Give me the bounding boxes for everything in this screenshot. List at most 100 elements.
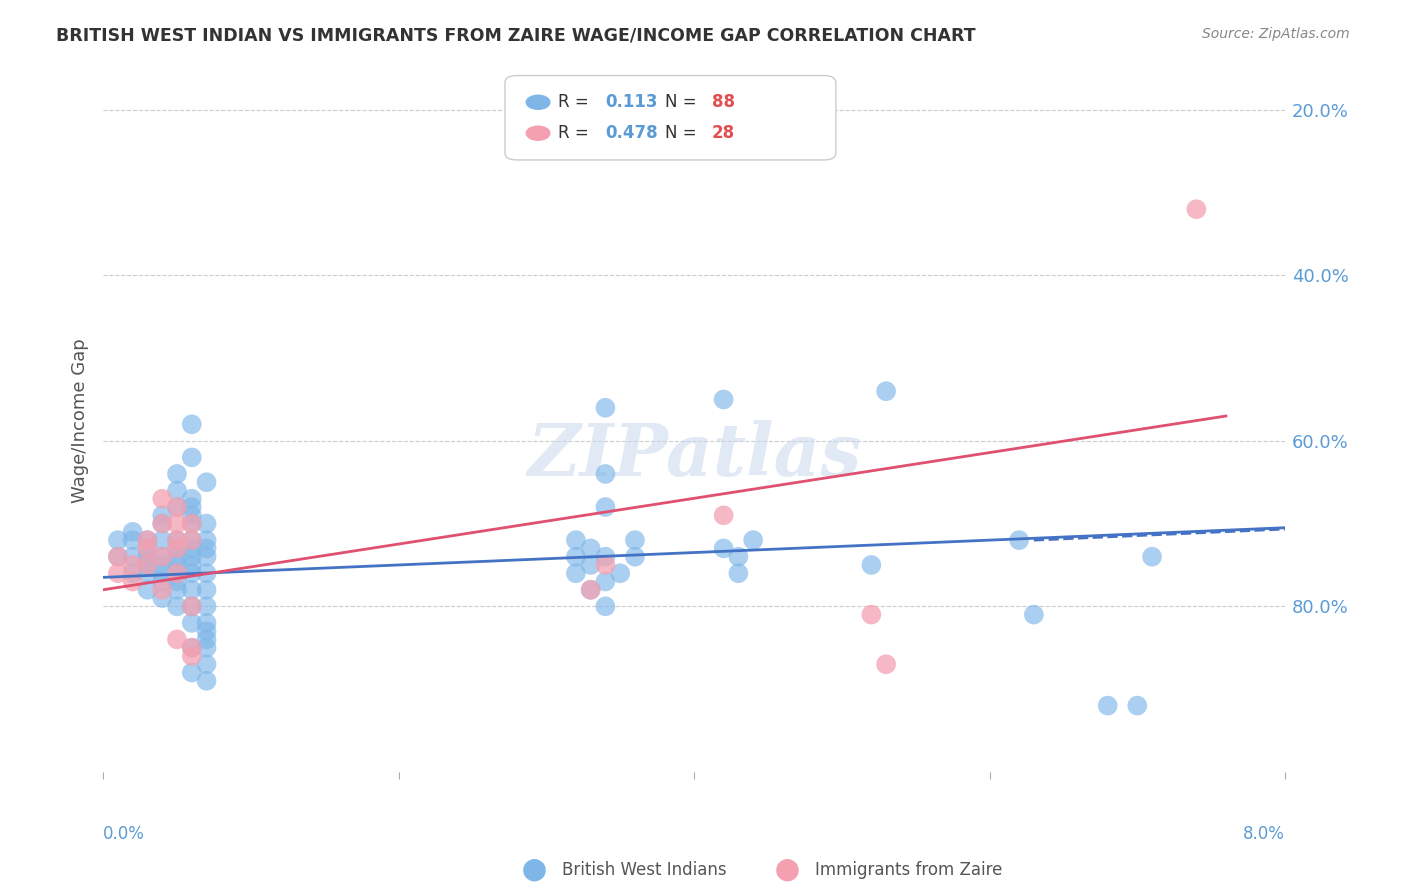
Point xyxy=(579,582,602,597)
Point xyxy=(195,541,218,556)
Point xyxy=(195,632,218,647)
Point xyxy=(1097,698,1119,713)
Point xyxy=(624,533,647,548)
Text: R =: R = xyxy=(558,124,595,142)
Point xyxy=(565,549,588,564)
Point xyxy=(195,657,218,672)
Point xyxy=(150,533,173,548)
Text: ZIPatlas: ZIPatlas xyxy=(527,420,860,491)
Point xyxy=(136,541,159,556)
Point xyxy=(150,549,173,564)
Point xyxy=(1185,202,1208,217)
Point xyxy=(195,566,218,581)
Point xyxy=(195,516,218,531)
Text: Source: ZipAtlas.com: Source: ZipAtlas.com xyxy=(1202,27,1350,41)
Point xyxy=(150,491,173,506)
Point xyxy=(195,599,218,614)
Point xyxy=(180,508,202,523)
Point xyxy=(180,599,202,614)
Circle shape xyxy=(526,95,550,110)
Point xyxy=(166,541,188,556)
Point xyxy=(136,566,159,581)
Point xyxy=(121,566,143,581)
Point xyxy=(166,566,188,581)
Point xyxy=(565,533,588,548)
Point xyxy=(166,541,188,556)
Point xyxy=(180,665,202,680)
Point xyxy=(121,524,143,539)
Point xyxy=(195,549,218,564)
Point xyxy=(609,566,631,581)
Point xyxy=(136,582,159,597)
Point xyxy=(180,582,202,597)
Point xyxy=(1126,698,1149,713)
Point xyxy=(166,500,188,514)
Point xyxy=(579,558,602,572)
Text: 0.113: 0.113 xyxy=(606,94,658,112)
Point xyxy=(107,549,129,564)
Point xyxy=(107,566,129,581)
Point xyxy=(1008,533,1031,548)
Point xyxy=(595,500,617,514)
Point xyxy=(180,500,202,514)
Point xyxy=(121,574,143,589)
Point xyxy=(180,450,202,465)
Point xyxy=(166,566,188,581)
Text: 0.478: 0.478 xyxy=(606,124,658,142)
Point xyxy=(713,541,735,556)
Point xyxy=(180,640,202,655)
Point xyxy=(579,541,602,556)
Point xyxy=(136,558,159,572)
Point xyxy=(875,657,897,672)
Point xyxy=(727,549,749,564)
Point xyxy=(180,640,202,655)
Point xyxy=(565,566,588,581)
Point xyxy=(166,533,188,548)
Text: 8.0%: 8.0% xyxy=(1243,824,1285,843)
Point xyxy=(860,558,883,572)
Point xyxy=(166,500,188,514)
Point xyxy=(136,533,159,548)
Point xyxy=(150,558,173,572)
Point xyxy=(860,607,883,622)
Point xyxy=(166,483,188,498)
Point xyxy=(150,516,173,531)
Point xyxy=(595,549,617,564)
Point xyxy=(180,566,202,581)
Text: N =: N = xyxy=(665,124,702,142)
Point xyxy=(875,384,897,399)
Point xyxy=(166,533,188,548)
Point xyxy=(1140,549,1163,564)
Point xyxy=(136,541,159,556)
Text: 28: 28 xyxy=(711,124,735,142)
Point xyxy=(195,615,218,630)
Point xyxy=(166,574,188,589)
Point xyxy=(166,549,188,564)
Text: ⬤: ⬤ xyxy=(775,858,800,881)
Point xyxy=(713,508,735,523)
Point xyxy=(742,533,765,548)
Point xyxy=(195,673,218,688)
Point xyxy=(195,475,218,490)
Point xyxy=(195,640,218,655)
Point xyxy=(136,558,159,572)
Point xyxy=(595,558,617,572)
Point xyxy=(166,516,188,531)
Point xyxy=(166,632,188,647)
Point xyxy=(150,516,173,531)
Point xyxy=(180,516,202,531)
Point xyxy=(195,533,218,548)
Point xyxy=(180,648,202,663)
Text: ⬤: ⬤ xyxy=(522,858,547,881)
Point xyxy=(166,558,188,572)
Point xyxy=(180,516,202,531)
Point xyxy=(166,599,188,614)
Point xyxy=(150,591,173,605)
Point xyxy=(180,599,202,614)
Point xyxy=(150,566,173,581)
Point xyxy=(150,574,173,589)
Text: 88: 88 xyxy=(711,94,735,112)
Point xyxy=(180,558,202,572)
Text: 0.0%: 0.0% xyxy=(103,824,145,843)
Point xyxy=(713,392,735,407)
